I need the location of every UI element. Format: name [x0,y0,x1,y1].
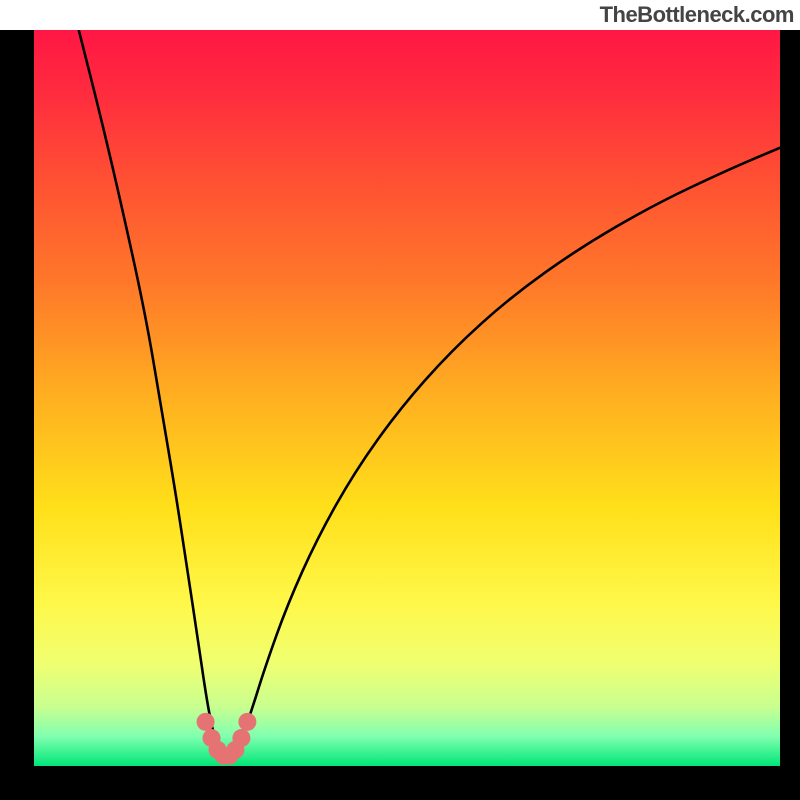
watermark-text: TheBottleneck.com [600,2,794,28]
plot-background [34,30,780,766]
marker-dot [238,713,256,731]
marker-dot [197,713,215,731]
marker-dot [232,729,250,747]
chart-frame: TheBottleneck.com [0,0,800,800]
chart-svg [0,0,800,800]
